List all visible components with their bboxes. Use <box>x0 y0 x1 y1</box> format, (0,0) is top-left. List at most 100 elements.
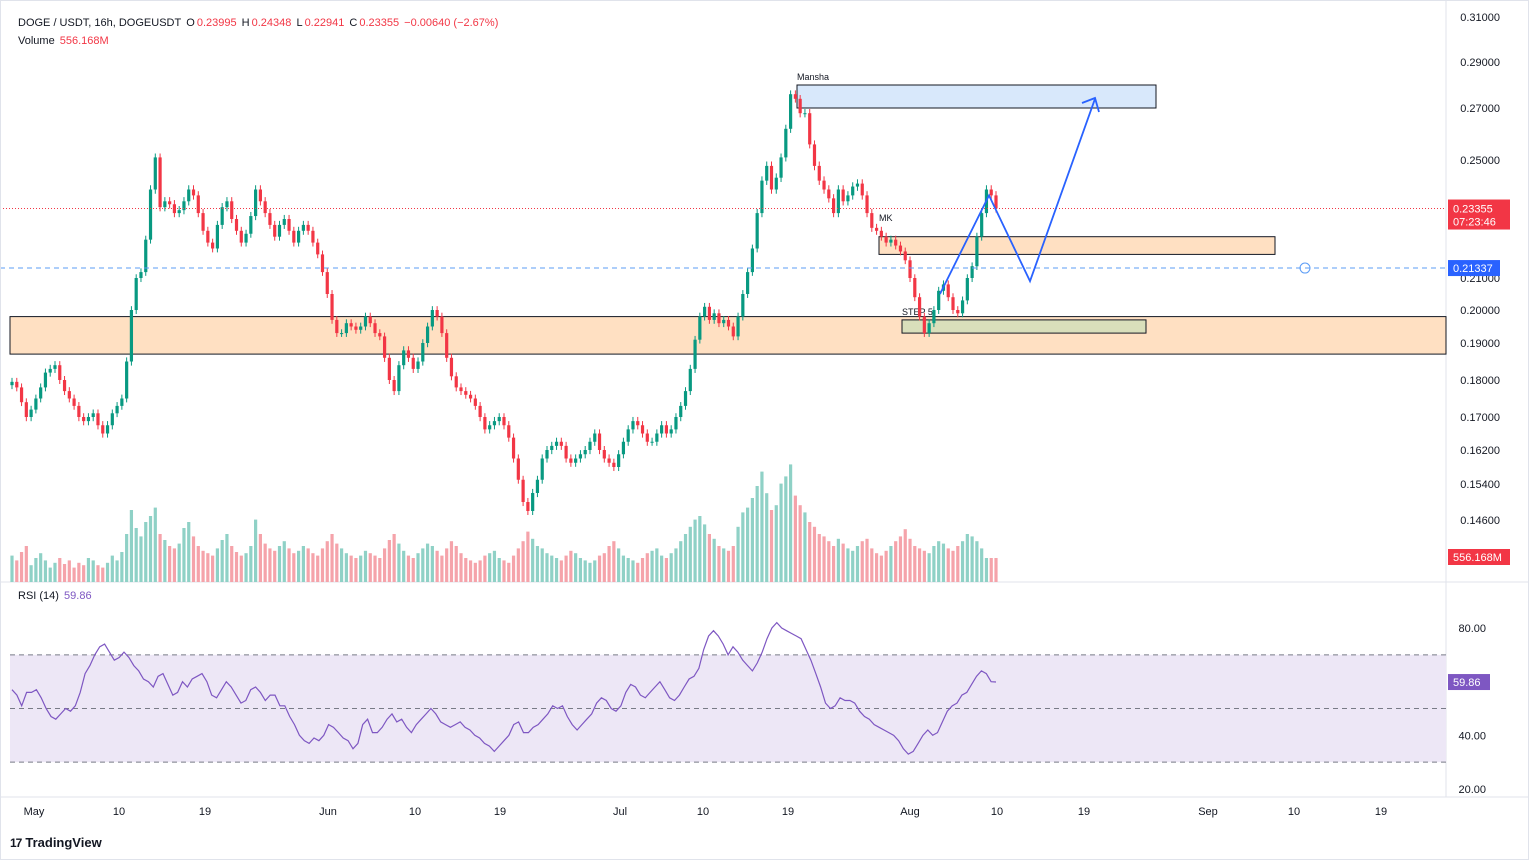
price-tick-label: 0.29000 <box>1460 57 1500 69</box>
volume-bar <box>564 555 568 582</box>
volume-bar <box>478 560 482 582</box>
candle-body <box>760 180 764 214</box>
volume-bar <box>898 536 903 582</box>
volume-header: Volume 556.168M <box>18 35 111 47</box>
last-price-label: 0.23355 <box>1453 204 1493 216</box>
volume-bar <box>425 543 430 582</box>
volume-bar <box>34 558 38 582</box>
candle-body <box>693 339 697 369</box>
symbol-title[interactable]: DOGE / USDT, 16h, DOGEUSDT <box>18 17 182 29</box>
volume-bar <box>416 553 420 582</box>
candle-body <box>545 450 549 459</box>
candle-body <box>698 316 702 340</box>
tradingview-logo[interactable]: 17 TradingView <box>10 835 102 850</box>
rsi-line <box>11 621 997 755</box>
candle-body <box>774 177 778 190</box>
candle-body <box>975 236 979 267</box>
candle-body <box>750 248 754 273</box>
candle-body <box>182 201 186 211</box>
candle-body <box>860 183 864 196</box>
volume-bar <box>989 558 993 582</box>
volume-bar <box>578 558 583 582</box>
volume-bar <box>464 558 468 582</box>
low-value: 0.22941 <box>304 17 345 29</box>
candle-body <box>258 189 262 202</box>
candle-body <box>344 323 348 334</box>
open-value: 0.23995 <box>196 17 237 29</box>
volume-bar <box>545 553 549 582</box>
candle-body <box>631 421 635 430</box>
volume-bar <box>688 526 692 582</box>
volume-bar <box>421 548 425 582</box>
mansha-label: Mansha <box>797 72 829 82</box>
volume-bar <box>703 524 707 582</box>
volume-bar <box>62 564 67 582</box>
candle-body <box>851 186 855 196</box>
candle-body <box>268 213 272 225</box>
candle-body <box>655 433 659 442</box>
candle-body <box>755 213 759 249</box>
candle-body <box>712 313 716 320</box>
candle-body <box>683 391 688 406</box>
step5-label: STEP 5 <box>902 307 933 317</box>
volume-bar <box>258 534 262 582</box>
volume-bar <box>335 543 339 582</box>
candle-body <box>129 310 134 362</box>
volume-bar <box>583 560 587 582</box>
candle-body <box>822 180 826 190</box>
candle-body <box>621 441 626 455</box>
candle-body <box>382 336 387 358</box>
rsi-label: RSI (14) <box>18 590 59 602</box>
candle-body <box>435 310 439 317</box>
volume-bar <box>860 541 864 582</box>
candle-body <box>464 391 468 395</box>
volume-bar <box>206 553 210 582</box>
candle-body <box>970 266 974 278</box>
volume-bar <box>808 522 812 582</box>
target-zone <box>796 84 1157 109</box>
candle-body <box>148 189 153 240</box>
volume-bar <box>15 560 19 582</box>
candle-body <box>187 189 191 202</box>
candle-body <box>244 233 248 243</box>
alert-price-badge <box>1448 260 1500 277</box>
candle-body <box>282 219 286 225</box>
time-tick-label: Sep <box>1198 806 1218 818</box>
candle-body <box>588 441 592 450</box>
candle-body <box>48 368 52 373</box>
volume-bar <box>784 476 788 582</box>
volume-bar <box>722 548 726 582</box>
time-tick-label: 10 <box>991 806 1003 818</box>
candle-body <box>368 316 372 324</box>
volume-bar <box>402 550 406 582</box>
volume-bar <box>827 541 831 582</box>
candle-body <box>335 319 339 334</box>
rsi-tick-label: 80.00 <box>1458 623 1486 635</box>
candle-body <box>597 433 602 450</box>
volume-badge <box>1448 549 1510 565</box>
countdown-label: 07:23:46 <box>1453 217 1496 229</box>
candle-body <box>593 433 597 442</box>
volume-bar <box>645 553 649 582</box>
rsi-current-badge <box>1448 674 1490 691</box>
candle-body <box>769 165 774 190</box>
volume-bar <box>129 510 134 582</box>
volume-bar <box>707 534 711 582</box>
time-tick-label: 19 <box>494 806 506 818</box>
volume-label: Volume <box>18 35 55 47</box>
volume-bar <box>19 552 24 582</box>
candle-body <box>34 398 38 410</box>
candle-body <box>980 213 984 237</box>
time-tick-label: Jun <box>319 806 337 818</box>
candle-body <box>884 236 888 243</box>
volume-bar <box>144 522 148 582</box>
volume-bar <box>220 540 224 582</box>
candle-body <box>230 201 234 219</box>
volume-bar <box>378 558 382 582</box>
volume-bar <box>320 548 325 582</box>
volume-bar <box>58 558 62 582</box>
price-tick-label: 0.27000 <box>1460 103 1500 115</box>
volume-bar <box>177 543 181 582</box>
